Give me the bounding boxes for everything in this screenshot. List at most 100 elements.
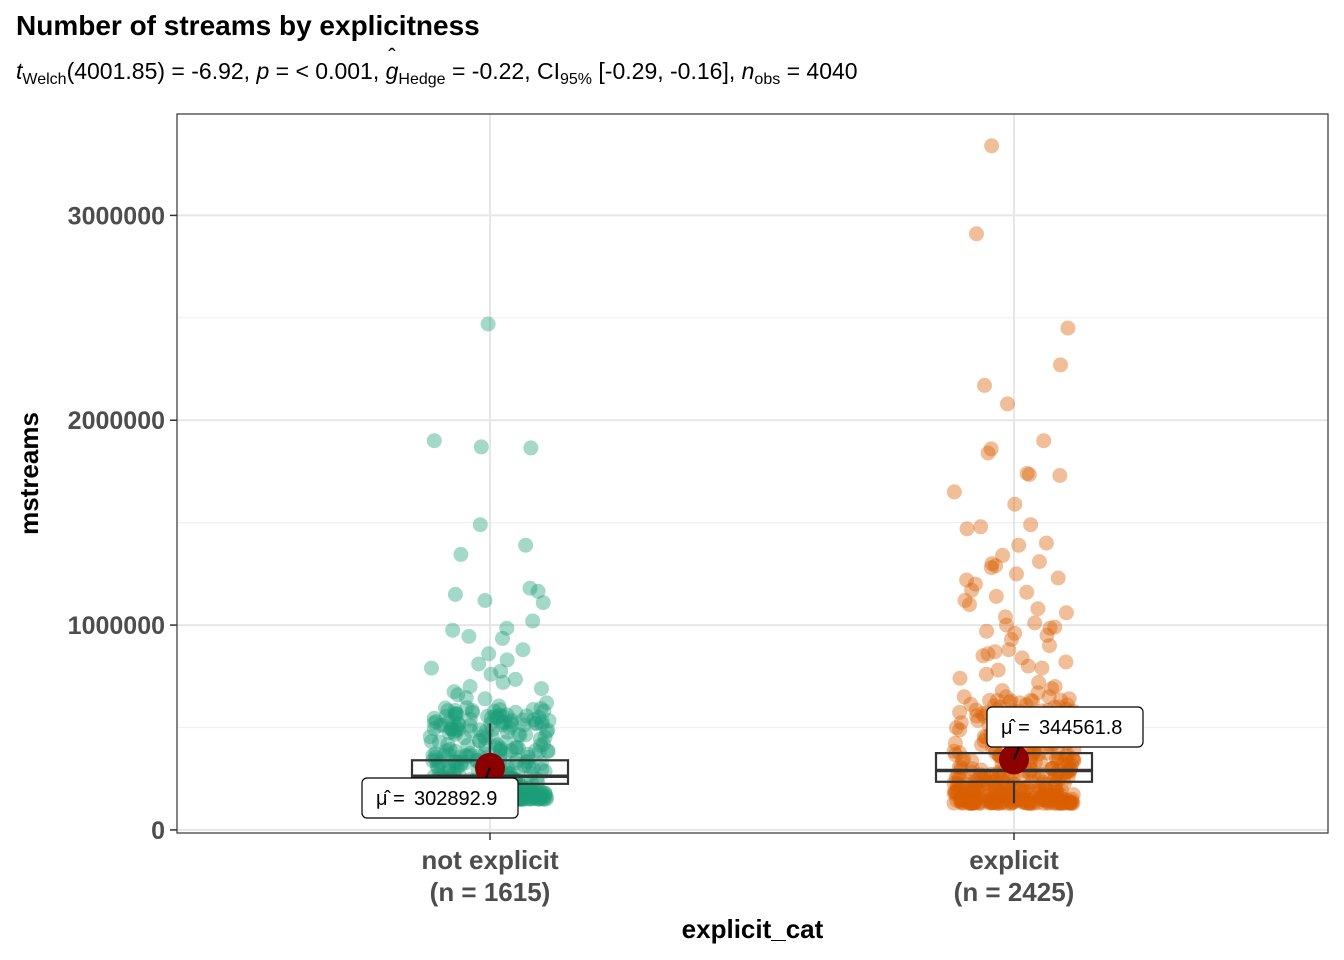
ci-sub: 95% xyxy=(560,71,593,88)
data-point xyxy=(480,708,496,724)
data-point xyxy=(495,630,510,646)
data-point xyxy=(984,556,1000,572)
data-point xyxy=(1007,625,1023,641)
data-point xyxy=(499,620,515,636)
data-point xyxy=(533,790,549,806)
data-point xyxy=(1055,793,1071,809)
data-point xyxy=(462,746,478,761)
data-point xyxy=(532,784,548,799)
p-symbol: p xyxy=(256,58,270,84)
data-point xyxy=(956,689,972,705)
data-point xyxy=(446,724,462,740)
data-point xyxy=(471,656,487,672)
data-point xyxy=(967,779,983,795)
data-point xyxy=(494,717,509,733)
data-point xyxy=(1011,537,1027,553)
mean-label-value: 344561.8 xyxy=(1039,717,1122,739)
data-point xyxy=(1056,794,1072,810)
data-point xyxy=(990,662,1006,678)
n-value: = 4040 xyxy=(786,58,858,84)
data-point xyxy=(1060,755,1076,771)
data-point xyxy=(472,733,487,749)
data-point xyxy=(1033,754,1048,770)
data-point xyxy=(525,791,541,807)
data-point xyxy=(994,786,1010,801)
data-point xyxy=(473,439,489,455)
data-point xyxy=(998,689,1014,705)
data-point xyxy=(1036,795,1052,811)
data-point xyxy=(449,754,465,770)
data-point xyxy=(465,704,481,720)
data-point xyxy=(449,760,465,775)
data-point xyxy=(964,761,980,777)
data-point xyxy=(1034,660,1050,676)
data-point xyxy=(967,576,983,592)
data-point xyxy=(999,776,1015,792)
data-point xyxy=(1035,792,1051,808)
data-point xyxy=(525,789,541,805)
data-point xyxy=(997,609,1013,625)
data-point xyxy=(1041,794,1057,810)
x-tick-label: explicit xyxy=(969,845,1059,875)
data-point xyxy=(962,791,978,806)
data-point xyxy=(458,690,474,706)
data-point xyxy=(968,702,984,718)
data-point xyxy=(1046,771,1062,787)
stat-value: = -6.92, xyxy=(171,58,251,84)
data-point xyxy=(1019,466,1035,481)
data-point xyxy=(508,704,524,720)
data-point xyxy=(977,768,993,784)
data-point xyxy=(964,781,980,796)
data-point xyxy=(946,795,962,811)
data-point xyxy=(1044,681,1059,697)
data-point xyxy=(498,734,514,750)
data-point xyxy=(534,784,550,800)
data-point xyxy=(947,786,963,802)
data-point xyxy=(1047,776,1063,792)
data-point xyxy=(464,703,480,718)
data-point xyxy=(984,786,1000,802)
data-point xyxy=(1015,794,1031,810)
data-point xyxy=(1037,782,1053,798)
data-point xyxy=(1000,396,1015,412)
data-point xyxy=(438,708,454,724)
data-point xyxy=(1020,658,1036,674)
data-point xyxy=(966,785,982,801)
data-point xyxy=(490,709,506,725)
data-point xyxy=(426,721,442,737)
data-point xyxy=(1053,782,1069,798)
data-point xyxy=(964,582,980,598)
data-point xyxy=(447,754,463,770)
data-point xyxy=(1060,320,1076,336)
data-point xyxy=(508,755,524,771)
data-point xyxy=(423,734,439,749)
data-point xyxy=(526,712,542,728)
data-point xyxy=(1020,795,1036,811)
stat-sub: Welch xyxy=(22,71,67,88)
data-point xyxy=(530,788,546,804)
data-point xyxy=(983,441,999,457)
data-point xyxy=(962,597,977,613)
data-point xyxy=(439,743,454,759)
data-point xyxy=(953,795,969,811)
data-point xyxy=(441,761,457,777)
data-point xyxy=(1026,795,1042,811)
data-point xyxy=(1039,792,1054,808)
data-point xyxy=(963,696,979,712)
data-point xyxy=(1058,654,1074,670)
data-point xyxy=(1023,795,1039,811)
data-point xyxy=(518,727,534,743)
data-point xyxy=(954,791,970,807)
data-point xyxy=(1048,751,1064,767)
data-point xyxy=(966,792,982,807)
data-point xyxy=(946,784,962,800)
data-point xyxy=(537,788,553,804)
data-point xyxy=(426,433,442,449)
data-point xyxy=(969,783,985,799)
data-point xyxy=(1027,615,1043,631)
data-point xyxy=(539,724,555,740)
data-point xyxy=(966,783,982,799)
data-point xyxy=(432,734,447,750)
data-point xyxy=(966,779,982,795)
data-point xyxy=(536,736,552,752)
